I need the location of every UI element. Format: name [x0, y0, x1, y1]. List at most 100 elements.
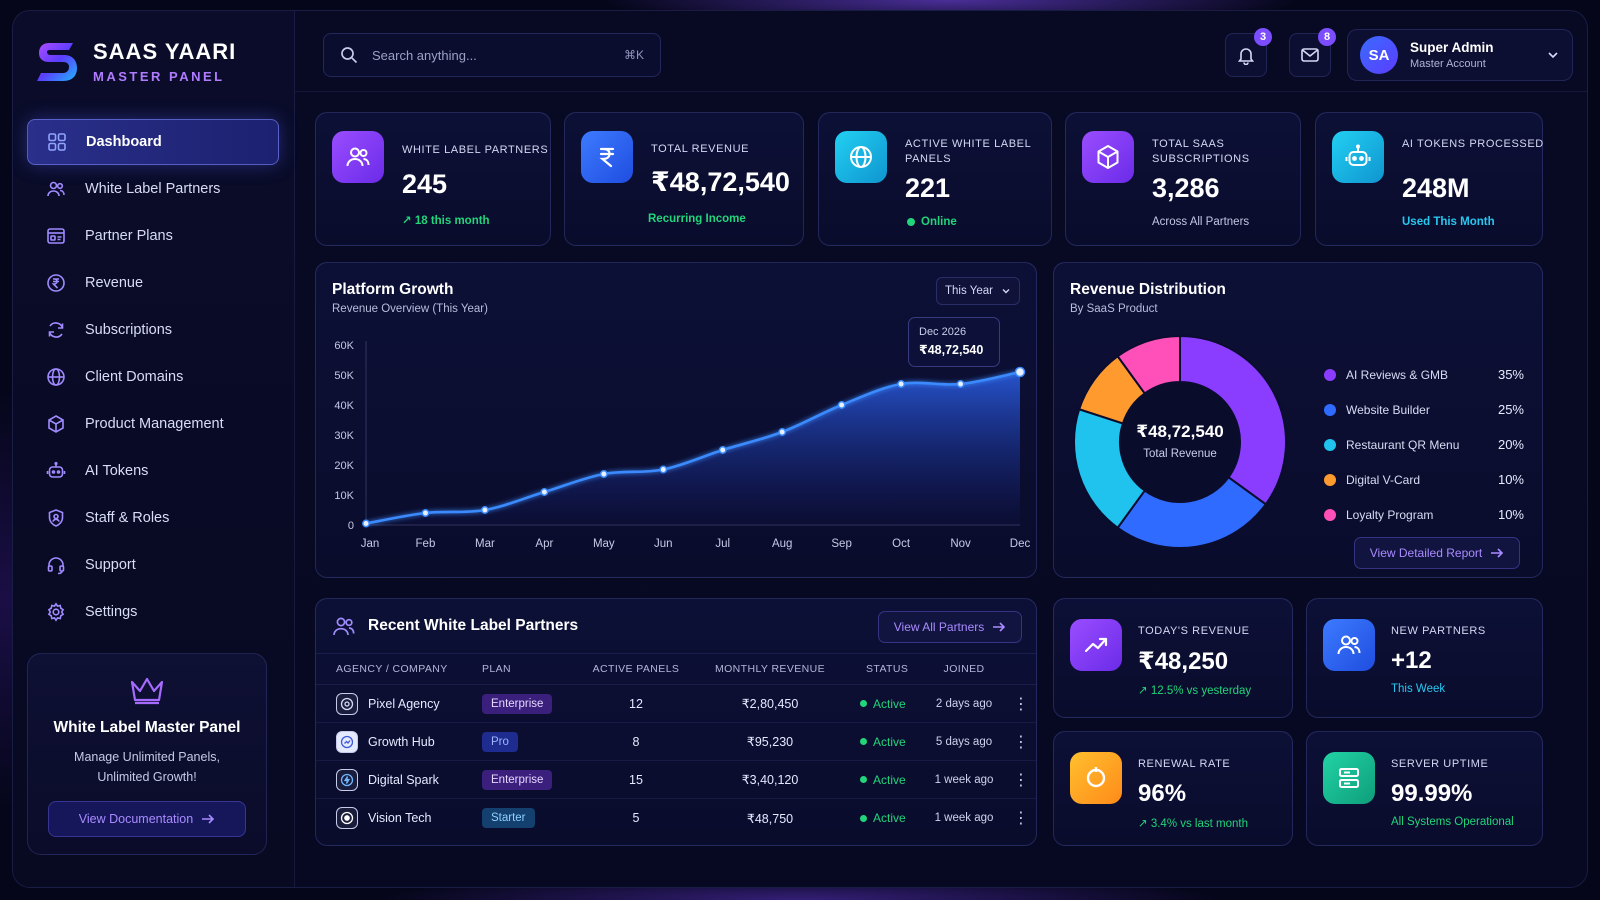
notifications-button[interactable]: 3	[1225, 28, 1272, 77]
legend-value: 25%	[1497, 402, 1524, 417]
legend-item[interactable]: Restaurant QR Menu 20%	[1324, 427, 1524, 462]
renewal-rate-card[interactable]: Renewal Rate 96% ↗ 3.4% vs last month	[1053, 731, 1293, 846]
view-all-partners-button[interactable]: View All Partners	[878, 611, 1022, 643]
more-options-icon[interactable]: ⋮	[1013, 771, 1029, 789]
column-header: Status	[866, 663, 909, 675]
active-panels: 5	[632, 811, 640, 825]
more-options-icon[interactable]: ⋮	[1013, 733, 1029, 751]
legend-value: 20%	[1497, 437, 1524, 452]
legend-value: 35%	[1497, 367, 1524, 382]
data-point[interactable]	[897, 380, 906, 388]
users-icon	[332, 131, 384, 183]
messages-button[interactable]: 8	[1289, 28, 1336, 77]
data-point[interactable]	[362, 519, 370, 528]
status-text: Active	[873, 696, 906, 711]
brand[interactable]: SAAS YAARI MASTER PANEL	[35, 37, 236, 85]
new-partners-card[interactable]: New Partners +12 This Week	[1306, 598, 1543, 718]
stat-card-total-subscriptions[interactable]: Total SaaS Subscriptions 3,286 Across Al…	[1065, 112, 1301, 246]
sidebar-item-product-management[interactable]: Product Management	[27, 401, 279, 447]
mini-label: Server Uptime	[1391, 758, 1489, 770]
data-point[interactable]	[837, 401, 846, 409]
status-dot	[860, 700, 867, 707]
sidebar-item-ai-tokens[interactable]: AI Tokens	[27, 448, 279, 494]
profile-menu[interactable]: SA Super Admin Master Account	[1347, 29, 1573, 81]
stat-card-white-label-partners[interactable]: White Label Partners 245 ↗ 18 this month	[315, 112, 551, 246]
monthly-revenue: ₹3,40,120	[741, 773, 799, 787]
monthly-revenue: ₹2,80,450	[741, 697, 799, 711]
sidebar-item-label: Client Domains	[85, 369, 184, 385]
legend-item[interactable]: AI Reviews & GMB 35%	[1324, 357, 1524, 392]
sidebar-item-revenue[interactable]: Revenue	[27, 260, 279, 306]
sidebar-item-label: Subscriptions	[85, 322, 173, 338]
data-point[interactable]	[778, 428, 787, 436]
stat-card-total-revenue[interactable]: Total Revenue ₹48,72,540 Recurring Incom…	[564, 112, 804, 246]
sidebar-item-subscriptions[interactable]: Subscriptions	[27, 307, 279, 353]
legend-dot	[1324, 403, 1336, 416]
sidebar-item-support[interactable]: Support	[27, 542, 279, 588]
view-documentation-button[interactable]: View Documentation	[48, 801, 246, 837]
mini-sub: ↗ 3.4% vs last month	[1138, 818, 1248, 830]
bell-icon	[1237, 48, 1255, 65]
data-point[interactable]	[540, 488, 549, 496]
data-point[interactable]	[599, 470, 608, 478]
sidebar-item-dashboard[interactable]: Dashboard	[27, 119, 279, 165]
refresh-icon	[45, 319, 67, 341]
stat-card-ai-tokens[interactable]: AI Tokens Processed 248M Used This Month	[1315, 112, 1543, 246]
sidebar-item-white-label-partners[interactable]: White Label Partners	[27, 166, 279, 212]
legend-item[interactable]: Loyalty Program 10%	[1324, 497, 1524, 532]
panel-title: Revenue Distribution	[1070, 281, 1226, 298]
platform-growth-card: Platform Growth Revenue Overview (This Y…	[315, 262, 1037, 578]
sidebar-item-partner-plans[interactable]: Partner Plans	[27, 213, 279, 259]
mini-sub: This Week	[1391, 683, 1446, 695]
table-row[interactable]: Pixel Agency Enterprise 12 ₹2,80,450 Act…	[316, 685, 1036, 723]
donut-center: ₹48,72,540 Total Revenue	[1110, 422, 1250, 460]
table-row[interactable]: Vision Tech Starter 5 ₹48,750 Active 1 w…	[316, 799, 1036, 837]
data-point[interactable]	[718, 446, 727, 454]
x-tick-label: Oct	[892, 538, 911, 550]
legend-label: Digital V-Card	[1346, 472, 1421, 487]
avatar: SA	[1360, 36, 1398, 74]
data-point[interactable]	[480, 506, 489, 514]
server-uptime-card[interactable]: Server Uptime 99.99% All Systems Operati…	[1306, 731, 1543, 846]
search-input[interactable]	[372, 47, 610, 63]
sidebar-item-staff-roles[interactable]: Staff & Roles	[27, 495, 279, 541]
growth-hub-logo-icon	[336, 730, 358, 753]
legend-value: 10%	[1497, 472, 1524, 487]
active-panels: 8	[632, 734, 640, 749]
search-bar[interactable]: ⌘K	[323, 33, 661, 77]
legend-item[interactable]: Website Builder 25%	[1324, 392, 1524, 427]
stat-label: Total Revenue	[651, 143, 750, 155]
sidebar-item-settings[interactable]: Settings	[27, 589, 279, 635]
donut-center-value: ₹48,72,540	[1136, 422, 1224, 441]
data-point[interactable]	[956, 380, 965, 388]
mini-sub: All Systems Operational	[1391, 816, 1514, 828]
status-dot	[860, 776, 867, 783]
legend-label: Website Builder	[1346, 402, 1430, 417]
column-header: Monthly Revenue	[714, 663, 826, 675]
data-point[interactable]	[1014, 366, 1026, 378]
sidebar-item-client-domains[interactable]: Client Domains	[27, 354, 279, 400]
donut-center-label: Total Revenue	[1143, 448, 1217, 460]
data-point[interactable]	[659, 465, 668, 474]
search-icon	[341, 47, 358, 64]
view-detailed-report-button[interactable]: View Detailed Report	[1354, 537, 1520, 569]
more-options-icon[interactable]: ⋮	[1013, 695, 1029, 713]
sidebar-item-label: Partner Plans	[85, 228, 173, 244]
table-row[interactable]: Digital Spark Enterprise 15 ₹3,40,120 Ac…	[316, 761, 1036, 799]
donut-slice[interactable]	[1116, 475, 1268, 549]
column-header: Active Panels	[592, 663, 680, 675]
more-options-icon[interactable]: ⋮	[1013, 810, 1029, 827]
data-point[interactable]	[421, 509, 430, 517]
todays-revenue-card[interactable]: Today's Revenue ₹48,250 ↗ 12.5% vs yeste…	[1053, 598, 1293, 718]
donut-slice[interactable]	[1116, 334, 1181, 395]
stat-card-active-panels[interactable]: Active White Label Panels 221 Online	[818, 112, 1052, 246]
agency-name: Pixel Agency	[368, 696, 440, 711]
legend-item[interactable]: Digital V-Card 10%	[1324, 462, 1524, 497]
legend-value: 10%	[1497, 507, 1524, 522]
globe-icon	[45, 366, 67, 388]
donut-slice[interactable]	[1179, 334, 1287, 506]
time-range-select[interactable]: This Year	[936, 277, 1020, 305]
stat-sub: Used This Month	[1402, 216, 1495, 228]
status-dot	[860, 738, 867, 745]
table-row[interactable]: Growth Hub Pro 8 ₹95,230 Active 5 days a…	[316, 723, 1036, 761]
